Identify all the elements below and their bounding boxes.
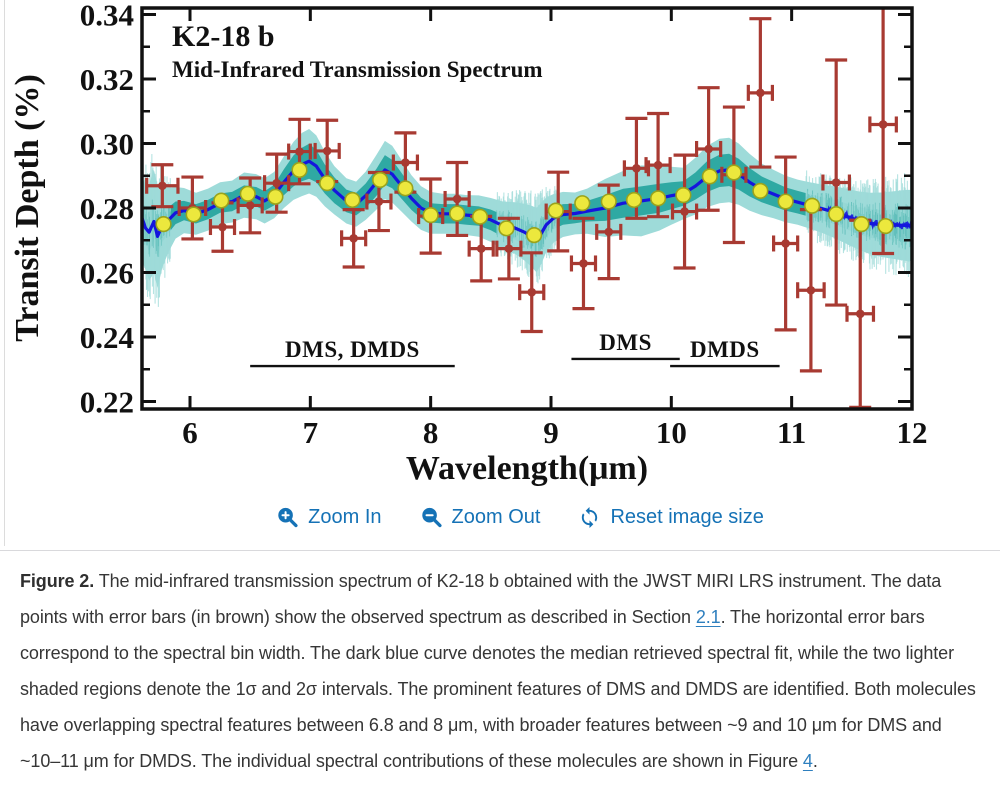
svg-text:8: 8: [423, 415, 439, 450]
annotation-label: DMS: [599, 330, 652, 355]
model-binned-points: [155, 161, 894, 244]
page-left-border: [4, 0, 5, 546]
svg-text:10: 10: [656, 415, 687, 450]
reset-image-size-button[interactable]: Reset image size: [578, 505, 764, 529]
data-point-errorbar: [746, 17, 774, 169]
data-point-errorbar: [670, 153, 699, 270]
caption-text: The mid-infrared transmission spectrum o…: [20, 571, 942, 627]
x-axis-tick-labels: 6 7 8 9 10 11 12: [182, 415, 927, 450]
svg-text:9: 9: [543, 415, 559, 450]
y-axis-label: Transit Depth (%): [9, 74, 46, 342]
zoom-out-label: Zoom Out: [451, 505, 541, 528]
chart-title: K2-18 b: [172, 20, 275, 53]
caption-text: . The horizontal error bars correspond t…: [20, 607, 976, 771]
data-point-errorbar: [868, 8, 898, 256]
svg-text:11: 11: [777, 415, 806, 450]
svg-text:12: 12: [896, 415, 927, 450]
observed-data-points: [145, 8, 898, 409]
reset-image-size-label: Reset image size: [610, 505, 764, 528]
zoom-out-button[interactable]: Zoom Out: [420, 505, 541, 529]
annotation-label: DMS, DMDS: [285, 337, 420, 362]
magnifier-plus-icon: [278, 507, 298, 527]
image-controls: Zoom In Zoom Out Reset image size: [0, 496, 1000, 538]
molecule-annotations: DMS, DMDS DMS DMDS: [250, 330, 780, 368]
svg-text:0.32: 0.32: [80, 62, 134, 97]
svg-text:0.28: 0.28: [80, 191, 134, 226]
zoom-in-label: Zoom In: [308, 505, 382, 528]
axis-ticks: [142, 8, 914, 409]
data-point-errorbar: [467, 214, 495, 283]
data-point-errorbar: [443, 160, 471, 238]
caption-text: .: [812, 751, 818, 771]
svg-text:0.34: 0.34: [80, 0, 134, 33]
svg-text:0.30: 0.30: [80, 127, 134, 162]
data-point-errorbar: [821, 58, 852, 307]
figure-image-area: DMS, DMDS DMS DMDS 6 7 8 9 10 11 12 0.22 0.24 0.26 0.…: [9, 0, 927, 487]
x-axis-label: Wavelength(μm): [406, 450, 648, 487]
caption-link-4[interactable]: 4: [802, 751, 813, 771]
svg-text:6: 6: [182, 415, 198, 450]
y-axis-tick-labels: 0.22 0.24 0.26 0.28 0.30 0.32 0.34: [80, 0, 134, 420]
data-point-errorbar: [569, 216, 598, 311]
svg-text:0.26: 0.26: [80, 256, 134, 291]
chart-subtitle: Mid-Infrared Transmission Spectrum: [172, 57, 543, 82]
svg-text:7: 7: [303, 415, 319, 450]
data-point-errorbar: [236, 176, 264, 235]
figure-caption: Figure 2. The mid-infrared transmission …: [0, 551, 1000, 779]
data-point-errorbar: [340, 208, 368, 269]
data-point-errorbar: [694, 86, 723, 212]
refresh-icon: [582, 506, 598, 528]
plot-region: [142, 8, 912, 409]
annotation-label: DMDS: [690, 337, 760, 362]
caption-link-21[interactable]: 2.1: [695, 607, 721, 627]
figure-caption-label: Figure 2.: [20, 571, 95, 591]
zoom-in-button[interactable]: Zoom In: [276, 505, 382, 529]
data-point-errorbar: [772, 155, 800, 332]
svg-text:0.22: 0.22: [80, 385, 134, 420]
magnifier-minus-icon: [421, 507, 442, 527]
data-point-errorbar: [518, 251, 546, 334]
caption-divider: [0, 550, 1000, 551]
svg-text:0.24: 0.24: [80, 320, 134, 355]
